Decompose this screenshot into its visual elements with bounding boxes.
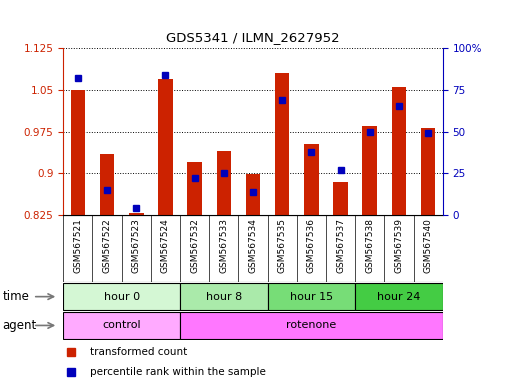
Bar bbox=[99, 154, 114, 215]
Text: control: control bbox=[102, 320, 141, 331]
Text: agent: agent bbox=[3, 319, 37, 332]
Text: GSM567539: GSM567539 bbox=[394, 218, 402, 273]
Text: GSM567535: GSM567535 bbox=[277, 218, 286, 273]
Bar bbox=[187, 162, 201, 215]
Text: time: time bbox=[3, 290, 29, 303]
Bar bbox=[391, 87, 406, 215]
Bar bbox=[216, 151, 231, 215]
Bar bbox=[267, 283, 355, 310]
Text: GSM567534: GSM567534 bbox=[248, 218, 257, 273]
Bar bbox=[420, 127, 435, 215]
Text: GSM567524: GSM567524 bbox=[161, 218, 170, 273]
Text: GSM567536: GSM567536 bbox=[306, 218, 315, 273]
Text: GSM567538: GSM567538 bbox=[365, 218, 374, 273]
Bar bbox=[245, 174, 260, 215]
Text: hour 8: hour 8 bbox=[205, 291, 241, 302]
Bar bbox=[180, 283, 267, 310]
Text: GSM567522: GSM567522 bbox=[103, 218, 111, 273]
Bar bbox=[274, 73, 289, 215]
Text: hour 0: hour 0 bbox=[104, 291, 139, 302]
Text: GSM567523: GSM567523 bbox=[131, 218, 140, 273]
Bar bbox=[129, 214, 143, 215]
Bar bbox=[63, 312, 180, 339]
Text: percentile rank within the sample: percentile rank within the sample bbox=[90, 367, 265, 377]
Text: hour 24: hour 24 bbox=[377, 291, 420, 302]
Text: GSM567532: GSM567532 bbox=[190, 218, 199, 273]
Bar bbox=[355, 283, 442, 310]
Text: GSM567537: GSM567537 bbox=[335, 218, 344, 273]
Text: GSM567521: GSM567521 bbox=[73, 218, 82, 273]
Text: rotenone: rotenone bbox=[286, 320, 336, 331]
Title: GDS5341 / ILMN_2627952: GDS5341 / ILMN_2627952 bbox=[166, 31, 339, 44]
Text: transformed count: transformed count bbox=[90, 347, 187, 357]
Bar bbox=[180, 312, 442, 339]
Text: hour 15: hour 15 bbox=[289, 291, 332, 302]
Bar bbox=[304, 144, 318, 215]
Bar bbox=[362, 126, 376, 215]
Text: GSM567540: GSM567540 bbox=[423, 218, 432, 273]
Bar bbox=[333, 182, 347, 215]
Text: GSM567533: GSM567533 bbox=[219, 218, 228, 273]
Bar bbox=[70, 90, 85, 215]
Bar bbox=[63, 283, 180, 310]
Bar bbox=[158, 79, 172, 215]
